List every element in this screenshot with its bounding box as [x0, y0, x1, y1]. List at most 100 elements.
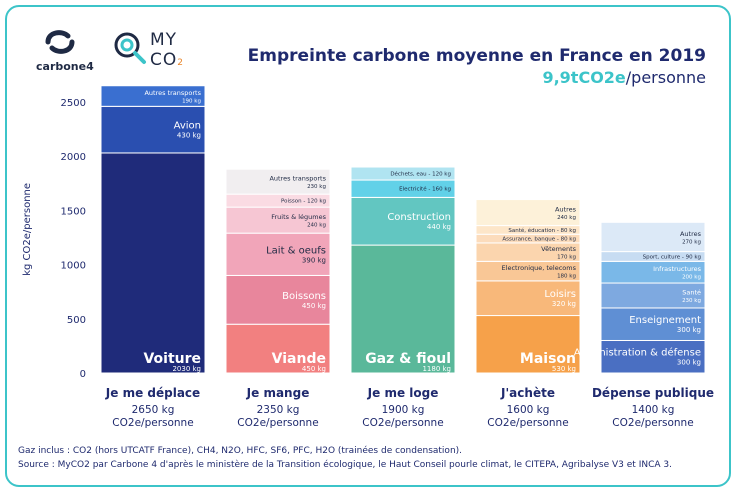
- bar-segment: [100, 85, 206, 107]
- segment-label: Autres transports: [269, 175, 326, 183]
- segment-label: Poisson - 120 kg: [281, 199, 326, 205]
- category-label: Je mange: [246, 386, 310, 400]
- segment-value: 390 kg: [302, 256, 326, 264]
- category-label: Je me déplace: [105, 386, 200, 400]
- category-total: 2350 kg: [257, 404, 300, 416]
- segment-label: Administration & défense: [574, 347, 701, 359]
- y-tick-label: 2000: [61, 152, 86, 163]
- segment-label: Voiture: [143, 351, 201, 367]
- bar-segment: [600, 339, 706, 374]
- segment-label: Maison: [520, 351, 576, 367]
- segment-value: 180 kg: [557, 274, 576, 280]
- bar-segment: [600, 307, 706, 341]
- bar-segment: [475, 199, 581, 227]
- y-tick-label: 500: [67, 315, 86, 326]
- segment-label: Autres: [555, 206, 577, 214]
- magnifier-icon: [114, 32, 146, 64]
- segment-value: 170 kg: [557, 255, 576, 261]
- category-total: 1600 kg: [507, 404, 550, 416]
- bar-segment: [225, 274, 331, 325]
- segment-label: Boissons: [282, 291, 326, 302]
- category-total: 1900 kg: [382, 404, 425, 416]
- category-label: Je me loge: [367, 386, 439, 400]
- segment-label: Loisirs: [544, 289, 576, 300]
- segment-value: 430 kg: [177, 132, 201, 140]
- carbone4-logo: carbone4: [36, 28, 106, 78]
- segment-label: Assurance, banque - 80 kg: [502, 237, 576, 243]
- segment-label: Santé, éducation - 80 kg: [508, 227, 576, 234]
- segment-label: Avion: [174, 121, 201, 132]
- bar-segment: [225, 232, 331, 276]
- category-total: 1400 kg: [632, 404, 675, 416]
- bar-segment: [600, 282, 706, 309]
- segment-label: Vêtements: [541, 245, 576, 253]
- segment-value: 320 kg: [552, 300, 576, 308]
- bar-segment: [225, 323, 331, 374]
- bar-segment: [475, 280, 581, 317]
- bar-segment: [350, 196, 456, 246]
- myco2-logo: MY CO2: [112, 30, 202, 72]
- category-label: Dépense publique: [592, 386, 714, 400]
- carbone4-mark-icon: [45, 30, 75, 54]
- segment-value: 450 kg: [302, 302, 326, 310]
- bar-segment: [350, 166, 456, 181]
- category-total-unit: CO2e/personne: [362, 417, 443, 429]
- y-axis-label: kg CO2e/personne: [22, 183, 33, 276]
- y-tick-label: 1000: [61, 261, 86, 272]
- subtitle-unit: /personne: [625, 68, 706, 87]
- segment-label: Santé: [682, 288, 701, 296]
- footnote-source: Source : MyCO2 par Carbone 4 d'après le …: [18, 460, 672, 470]
- segment-value: 1180 kg: [422, 365, 451, 373]
- segment-label: Viande: [272, 351, 326, 367]
- segment-label: Enseignement: [629, 315, 701, 326]
- category-total-unit: CO2e/personne: [112, 417, 193, 429]
- carbone4-wordmark: carbone4: [36, 60, 94, 73]
- segment-label: Autres transports: [144, 89, 201, 97]
- myco2-wordmark-co: CO2: [150, 50, 184, 70]
- y-tick-label: 0: [80, 369, 86, 380]
- bar-segment: [350, 244, 456, 374]
- segment-value: 270 kg: [682, 239, 701, 245]
- segment-value: 240 kg: [307, 223, 326, 229]
- myco2-wordmark-my: MY: [150, 30, 178, 50]
- bar-segment: [100, 152, 206, 374]
- bar-segment: [475, 315, 581, 374]
- segment-label: Gaz & fioul: [365, 351, 451, 367]
- segment-label: Fruits & légumes: [271, 213, 326, 221]
- segment-label: Electronique, telecoms: [502, 264, 577, 272]
- segment-value: 300 kg: [677, 359, 701, 367]
- category-label: J'achète: [500, 386, 555, 400]
- segment-label: Sport, culture - 90 kg: [643, 254, 701, 260]
- segment-value: 230 kg: [682, 298, 701, 304]
- chart-title: Empreinte carbone moyenne en France en 2…: [247, 46, 706, 66]
- bar-segment: [225, 168, 331, 195]
- y-tick-label: 2500: [61, 98, 86, 109]
- y-tick-label: 1500: [61, 206, 86, 217]
- segment-value: 230 kg: [307, 184, 326, 190]
- subtitle-value: 9,9tCO2e: [542, 68, 626, 87]
- segment-label: Construction: [387, 212, 451, 223]
- chart-frame: [5, 5, 731, 487]
- category-total-unit: CO2e/personne: [612, 417, 693, 429]
- segment-label: Autres: [680, 230, 702, 238]
- segment-value: 450 kg: [302, 365, 326, 373]
- footnote-gases: Gaz inclus : CO2 (hors UTCATF France), C…: [18, 446, 463, 456]
- segment-value: 240 kg: [557, 215, 576, 221]
- segment-value: 200 kg: [682, 275, 701, 281]
- segment-label: Infrastructures: [653, 265, 701, 273]
- bar-segment: [600, 221, 706, 253]
- myco2-wordmark-sub: 2: [177, 58, 184, 68]
- segment-label: Lait & oeufs: [266, 245, 326, 256]
- segment-value: 190 kg: [182, 99, 201, 105]
- segment-value: 300 kg: [677, 326, 701, 334]
- category-total-unit: CO2e/personne: [487, 417, 568, 429]
- category-total-unit: CO2e/personne: [237, 417, 318, 429]
- category-total: 2650 kg: [132, 404, 175, 416]
- segment-value: 530 kg: [552, 365, 576, 373]
- segment-label: Electricité - 160 kg: [399, 186, 451, 193]
- segment-label: Déchets, eau - 120 kg: [390, 171, 451, 178]
- segment-value: 440 kg: [427, 223, 451, 231]
- segment-value: 2030 kg: [172, 365, 201, 373]
- chart-subtitle: 9,9tCO2e/personne: [542, 68, 706, 87]
